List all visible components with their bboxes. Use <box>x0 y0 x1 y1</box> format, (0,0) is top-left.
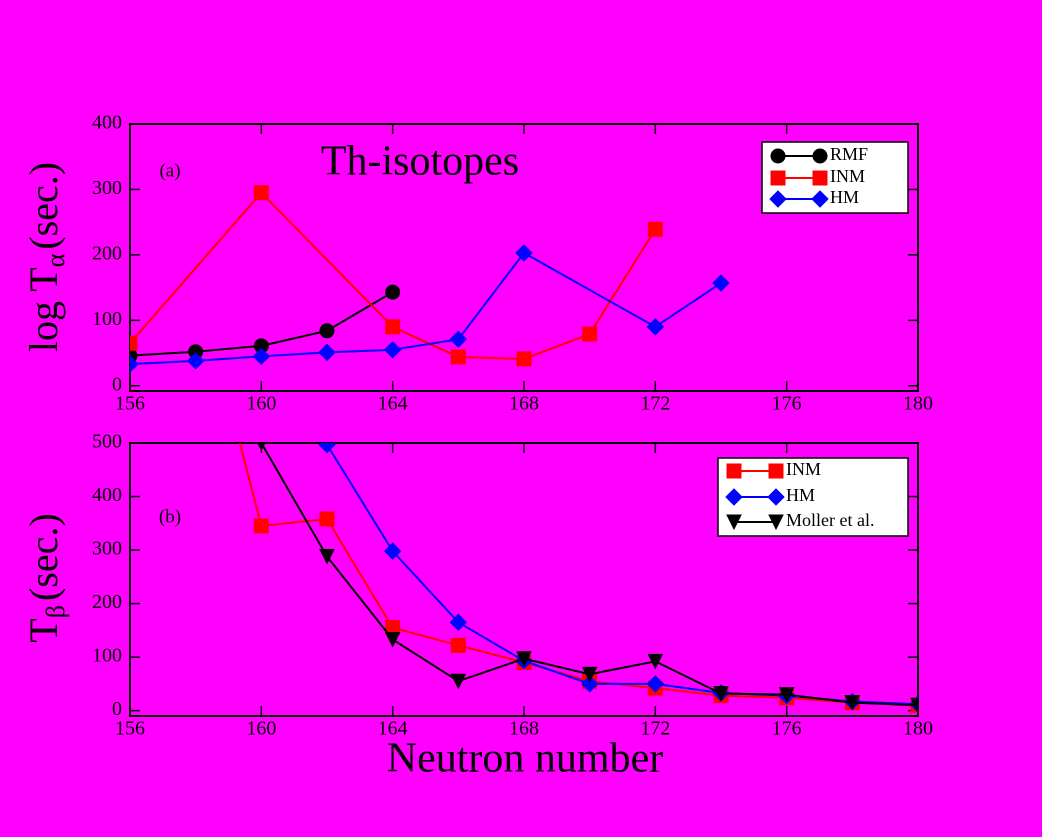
marker <box>582 326 598 342</box>
marker <box>811 190 829 208</box>
x-tick-label: 164 <box>378 393 408 415</box>
plot-series <box>130 185 730 373</box>
marker <box>450 637 466 653</box>
marker <box>768 514 784 531</box>
x-tick-label: 168 <box>509 393 539 415</box>
marker <box>770 148 786 164</box>
marker <box>383 542 402 560</box>
x-tick-label: 176 <box>772 393 802 415</box>
marker <box>516 651 532 667</box>
legend-label: Moller et al. <box>786 510 874 530</box>
marker <box>726 514 742 531</box>
marker <box>767 488 785 506</box>
y-axis-label-sub: β <box>41 605 70 618</box>
marker <box>726 463 742 479</box>
marker <box>812 170 828 186</box>
y-axis-label-main: log T <box>21 267 66 352</box>
marker <box>768 463 784 479</box>
series-line <box>130 251 722 366</box>
y-tick-label: 200 <box>92 242 122 264</box>
plot-series <box>238 443 918 714</box>
marker <box>770 170 786 186</box>
marker <box>450 349 466 365</box>
marker <box>318 343 336 362</box>
marker <box>252 347 271 366</box>
panel-label: (b) <box>159 506 181 527</box>
y-tick-label: 100 <box>92 308 122 330</box>
marker <box>385 319 401 335</box>
x-tick-label: 164 <box>378 718 408 740</box>
y-axis-label-rest: (sec.) <box>21 513 66 601</box>
marker <box>450 673 467 690</box>
marker <box>383 341 402 359</box>
marker <box>130 355 139 373</box>
marker <box>844 695 861 711</box>
legend-label: INM <box>786 459 821 479</box>
marker <box>646 675 665 693</box>
marker <box>186 352 205 370</box>
y-tick-label: 500 <box>92 431 122 453</box>
x-tick-label: 156 <box>115 393 145 415</box>
y-tick-label: 0 <box>112 698 122 720</box>
marker <box>725 488 743 506</box>
marker <box>319 511 335 527</box>
marker <box>516 351 532 367</box>
marker <box>712 274 730 292</box>
y-tick-label: 400 <box>92 484 122 506</box>
legend-label: HM <box>786 485 815 505</box>
marker <box>385 284 401 300</box>
y-tick-label: 100 <box>92 645 122 667</box>
x-tick-label: 168 <box>509 718 539 740</box>
x-tick-label: 180 <box>903 718 933 740</box>
legend-label: INM <box>830 166 865 186</box>
x-tick-label: 160 <box>246 393 276 415</box>
y-axis-label-rest: (sec.) <box>21 162 66 250</box>
marker <box>581 666 598 683</box>
marker <box>812 148 828 164</box>
legend-label: RMF <box>830 144 868 164</box>
marker <box>647 221 663 237</box>
panel-label: (a) <box>159 160 180 181</box>
x-tick-label: 160 <box>246 718 276 740</box>
marker <box>646 318 665 336</box>
legend-label: HM <box>830 187 859 207</box>
y-tick-label: 300 <box>92 538 122 560</box>
marker <box>319 548 335 565</box>
y-tick-label: 0 <box>112 373 122 395</box>
y-tick-label: 400 <box>92 112 122 134</box>
legend-box <box>761 141 909 214</box>
marker <box>253 518 269 534</box>
marker <box>515 244 533 262</box>
marker <box>318 443 336 454</box>
marker <box>580 675 599 693</box>
marker <box>910 697 918 714</box>
marker <box>713 686 729 702</box>
marker <box>130 335 138 351</box>
chart-title: Th-isotopes <box>321 139 519 185</box>
x-tick-label: 172 <box>640 393 670 415</box>
y-tick-label: 200 <box>92 591 122 613</box>
marker <box>647 653 664 670</box>
marker <box>384 631 401 648</box>
x-tick-label: 172 <box>640 718 670 740</box>
y-tick-label: 300 <box>92 177 122 199</box>
marker <box>253 185 269 201</box>
marker <box>769 190 787 208</box>
y-axis-label-main: T <box>21 618 66 642</box>
marker <box>778 687 795 703</box>
x-tick-label: 176 <box>772 718 802 740</box>
marker <box>449 330 468 349</box>
marker <box>449 613 468 632</box>
y-axis-label: log Tα (sec.) <box>21 162 70 352</box>
marker <box>257 443 266 452</box>
y-axis-label: Tβ (sec.) <box>21 513 70 642</box>
x-tick-label: 156 <box>115 718 145 740</box>
x-tick-label: 180 <box>903 393 933 415</box>
x-axis-label: Neutron number <box>387 736 663 782</box>
y-axis-label-sub: α <box>41 253 70 267</box>
marker <box>319 323 335 339</box>
